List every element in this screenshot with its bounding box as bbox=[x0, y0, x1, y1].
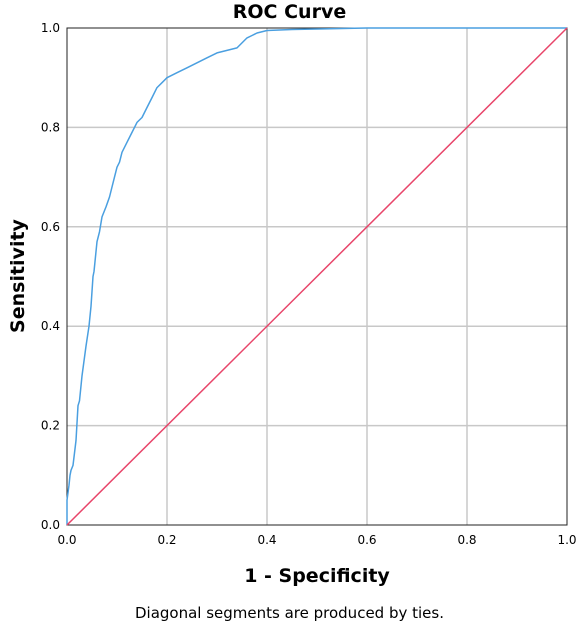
y-tick-label: 0.4 bbox=[41, 319, 60, 333]
plot-area-border bbox=[66, 27, 568, 526]
x-tick-label: 0.2 bbox=[157, 533, 176, 547]
y-tick-label: 0.6 bbox=[41, 220, 60, 234]
reference-diagonal-line bbox=[66, 27, 568, 526]
y-tick-label: 1.0 bbox=[41, 21, 60, 35]
x-tick-label: 0.0 bbox=[57, 533, 76, 547]
chart-title: ROC Curve bbox=[232, 1, 347, 23]
chart-footnote: Diagonal segments are produced by ties. bbox=[134, 604, 444, 622]
x-tick-label: 0.6 bbox=[357, 533, 376, 547]
roc-curve-line bbox=[66, 27, 567, 525]
x-tick-label: 0.8 bbox=[457, 533, 476, 547]
y-tick-label: 0.0 bbox=[41, 518, 60, 532]
x-tick-label: 1.0 bbox=[557, 533, 576, 547]
x-axis-label: 1 - Specificity bbox=[244, 565, 390, 587]
x-tick-label: 0.4 bbox=[257, 533, 276, 547]
y-tick-label: 0.8 bbox=[41, 120, 60, 134]
y-tick-label: 0.2 bbox=[41, 419, 60, 433]
